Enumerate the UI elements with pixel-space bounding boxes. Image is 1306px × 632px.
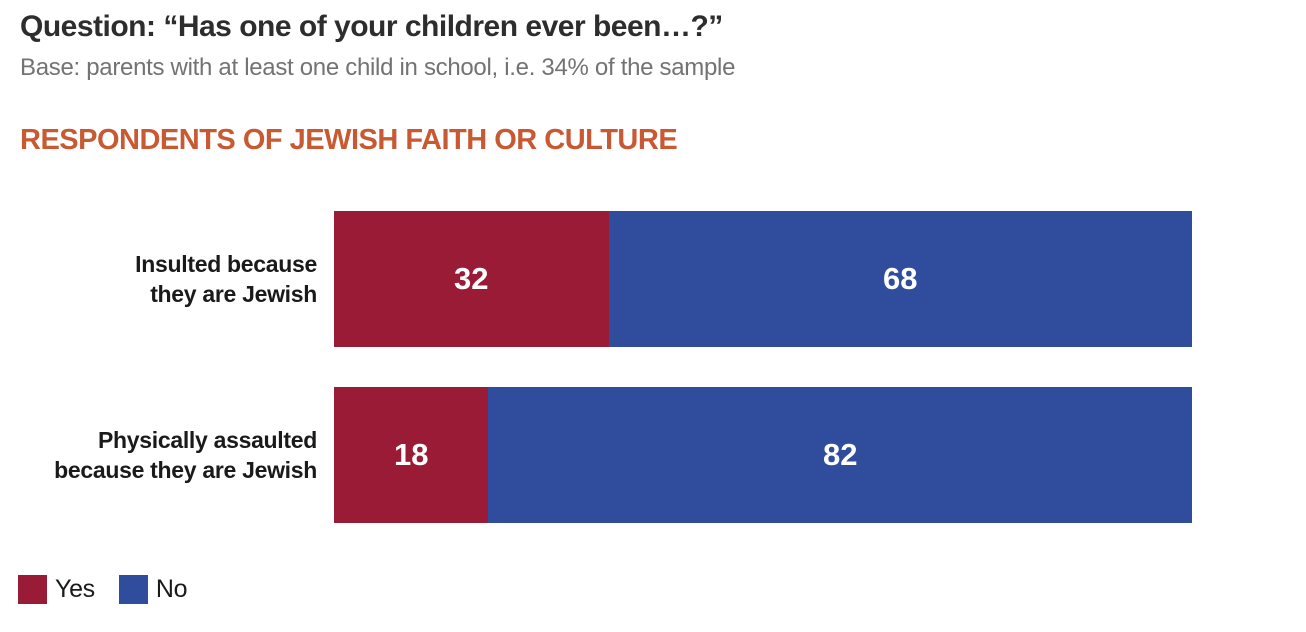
row-label-insulted: Insulted because they are Jewish	[0, 211, 334, 347]
section-title: RESPONDENTS OF JEWISH FAITH OR CULTURE	[20, 124, 678, 156]
row-label-assaulted: Physically assaulted because they are Je…	[0, 387, 334, 523]
bar-insulted: 32 68	[334, 211, 1192, 347]
bar-segment-no: 82	[488, 387, 1192, 523]
row-label-line2: they are Jewish	[150, 281, 317, 307]
bar-segment-yes: 18	[334, 387, 489, 523]
row-label-line1: Physically assaulted	[97, 427, 317, 453]
legend-item-yes: Yes	[18, 575, 95, 604]
row-label-line1: Insulted because	[135, 251, 317, 277]
legend-label-no: No	[155, 575, 188, 603]
legend-item-no: No	[118, 575, 188, 604]
legend-swatch-yes	[18, 575, 47, 604]
row-label-line2: because they are Jewish	[54, 457, 317, 483]
legend-swatch-no	[118, 575, 148, 604]
legend-label-yes: Yes	[55, 575, 95, 603]
base-note: Base: parents with at least one child in…	[20, 54, 736, 81]
chart-row-assaulted: Physically assaulted because they are Je…	[0, 387, 1192, 523]
bar-assaulted: 18 82	[334, 387, 1192, 523]
stacked-bar-chart: Insulted because they are Jewish 32 68 P…	[0, 211, 1192, 563]
bar-segment-yes: 32	[334, 211, 609, 347]
chart-row-insulted: Insulted because they are Jewish 32 68	[0, 211, 1192, 347]
legend: Yes No	[18, 575, 211, 604]
bar-segment-no: 68	[608, 211, 1192, 347]
question-title: Question: “Has one of your children ever…	[20, 10, 723, 43]
